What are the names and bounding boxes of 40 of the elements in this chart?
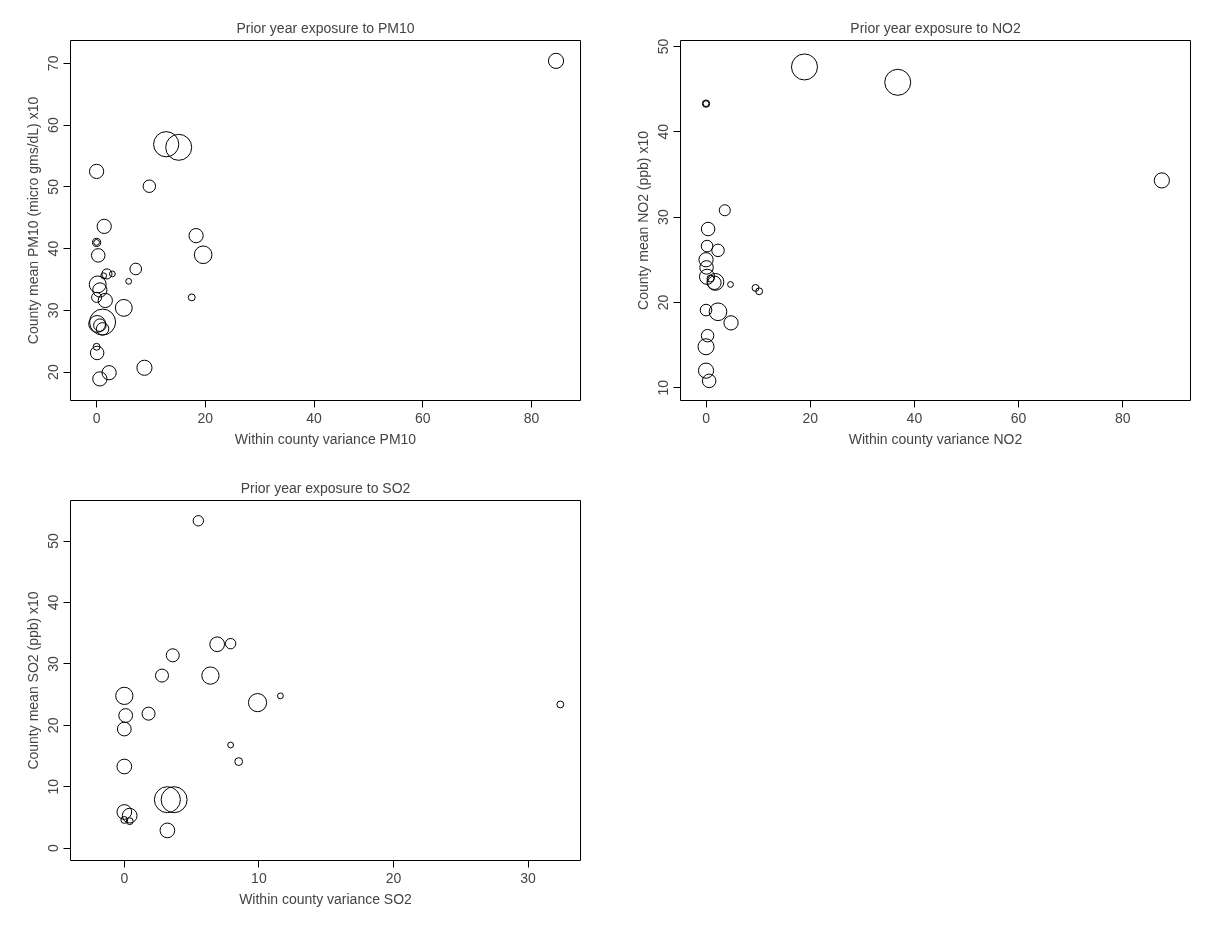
chart-title: Prior year exposure to PM10 [236, 19, 415, 36]
x-tick-label: 30 [520, 869, 537, 886]
y-tick-label: 50 [655, 38, 672, 55]
x-tick-label: 60 [1010, 409, 1027, 426]
x-tick-label: 0 [92, 409, 101, 426]
y-tick-label: 0 [45, 844, 62, 853]
chart-title: Prior year exposure to NO2 [850, 19, 1021, 36]
y-tick-label: 20 [655, 294, 672, 311]
x-axis-title: Within county variance SO2 [239, 890, 413, 907]
y-tick-label: 30 [655, 209, 672, 225]
x-tick-label: 20 [385, 869, 402, 886]
x-axis-title: Within county variance NO2 [848, 430, 1023, 447]
y-tick-label: 30 [45, 302, 62, 319]
y-axis-title: County mean PM10 (micro gms/dL) x10 [24, 96, 41, 345]
chart-title: Prior year exposure to SO2 [240, 479, 411, 496]
y-axis-title: County mean NO2 (ppb) x10 [634, 130, 651, 310]
y-tick-label: 20 [45, 364, 62, 380]
y-tick-label: 40 [655, 123, 672, 140]
y-tick-label: 60 [45, 117, 62, 133]
y-tick-label: 30 [45, 655, 62, 672]
y-tick-label: 10 [45, 778, 62, 795]
x-tick-label: 80 [523, 409, 540, 426]
x-tick-label: 40 [906, 409, 923, 426]
y-tick-label: 10 [655, 379, 672, 396]
y-tick-label: 40 [45, 594, 62, 611]
x-tick-label: 80 [1114, 409, 1131, 426]
y-axis-title: County mean SO2 (ppb) x10 [24, 591, 41, 770]
x-tick-label: 20 [802, 409, 819, 426]
y-tick-label: 70 [45, 55, 62, 72]
x-tick-label: 20 [197, 409, 214, 426]
y-tick-label: 50 [45, 178, 62, 195]
x-tick-label: 10 [251, 869, 267, 886]
y-tick-label: 20 [45, 717, 62, 734]
x-tick-label: 40 [306, 409, 323, 426]
y-tick-label: 50 [45, 533, 62, 549]
x-axis-title: Within county variance PM10 [234, 430, 417, 447]
x-tick-label: 60 [415, 409, 431, 426]
x-tick-label: 0 [702, 409, 711, 426]
y-tick-label: 40 [45, 240, 62, 257]
x-tick-label: 0 [120, 869, 129, 886]
